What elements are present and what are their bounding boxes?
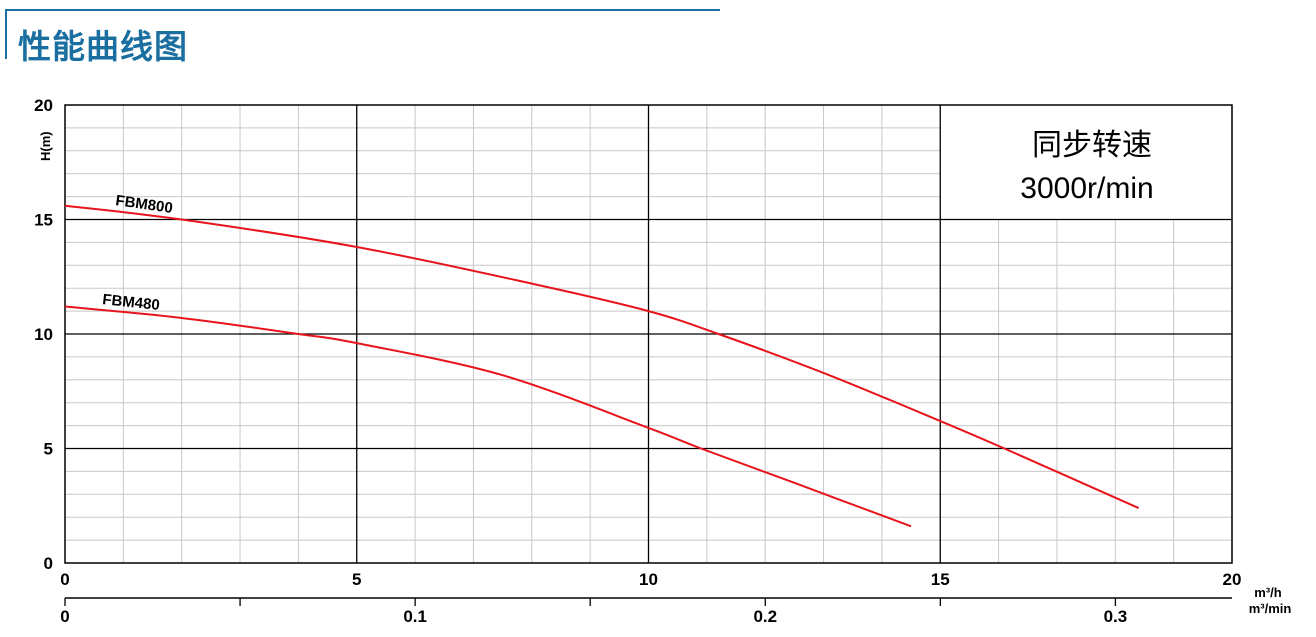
secondary-x-tick-label: 0 <box>60 607 69 626</box>
page-title: 性能曲线图 <box>18 27 188 66</box>
y-tick-label: 10 <box>34 325 53 344</box>
x-tick-label: 5 <box>352 570 361 589</box>
header-rule <box>5 9 720 11</box>
x-axis-unit-label: m³/h <box>1254 585 1282 600</box>
y-axis-label: H(m) <box>38 131 53 161</box>
secondary-x-axis-unit-label: m³/min <box>1249 601 1292 616</box>
annotation-speed-title: 同步转速 <box>1032 128 1152 163</box>
x-tick-label: 0 <box>60 570 69 589</box>
x-tick-label: 15 <box>931 570 950 589</box>
y-tick-label: 5 <box>44 440 53 459</box>
x-tick-label: 20 <box>1223 570 1242 589</box>
annotation-box <box>940 105 1232 220</box>
y-tick-label: 15 <box>34 211 53 230</box>
secondary-x-tick-label: 0.1 <box>403 607 427 626</box>
annotation-speed-value: 3000r/min <box>1020 172 1153 205</box>
plot-frame <box>64 104 1233 564</box>
secondary-x-tick-label: 0.2 <box>753 607 777 626</box>
series-label: FBM480 <box>102 291 161 314</box>
y-tick-label: 0 <box>44 554 53 573</box>
secondary-x-tick-label: 0.3 <box>1104 607 1128 626</box>
series-line-fbm800 <box>64 204 1140 509</box>
y-tick-label: 20 <box>34 96 53 115</box>
x-tick-label: 10 <box>639 570 658 589</box>
header-side-rule <box>5 9 7 59</box>
series-line-fbm480 <box>64 305 912 528</box>
